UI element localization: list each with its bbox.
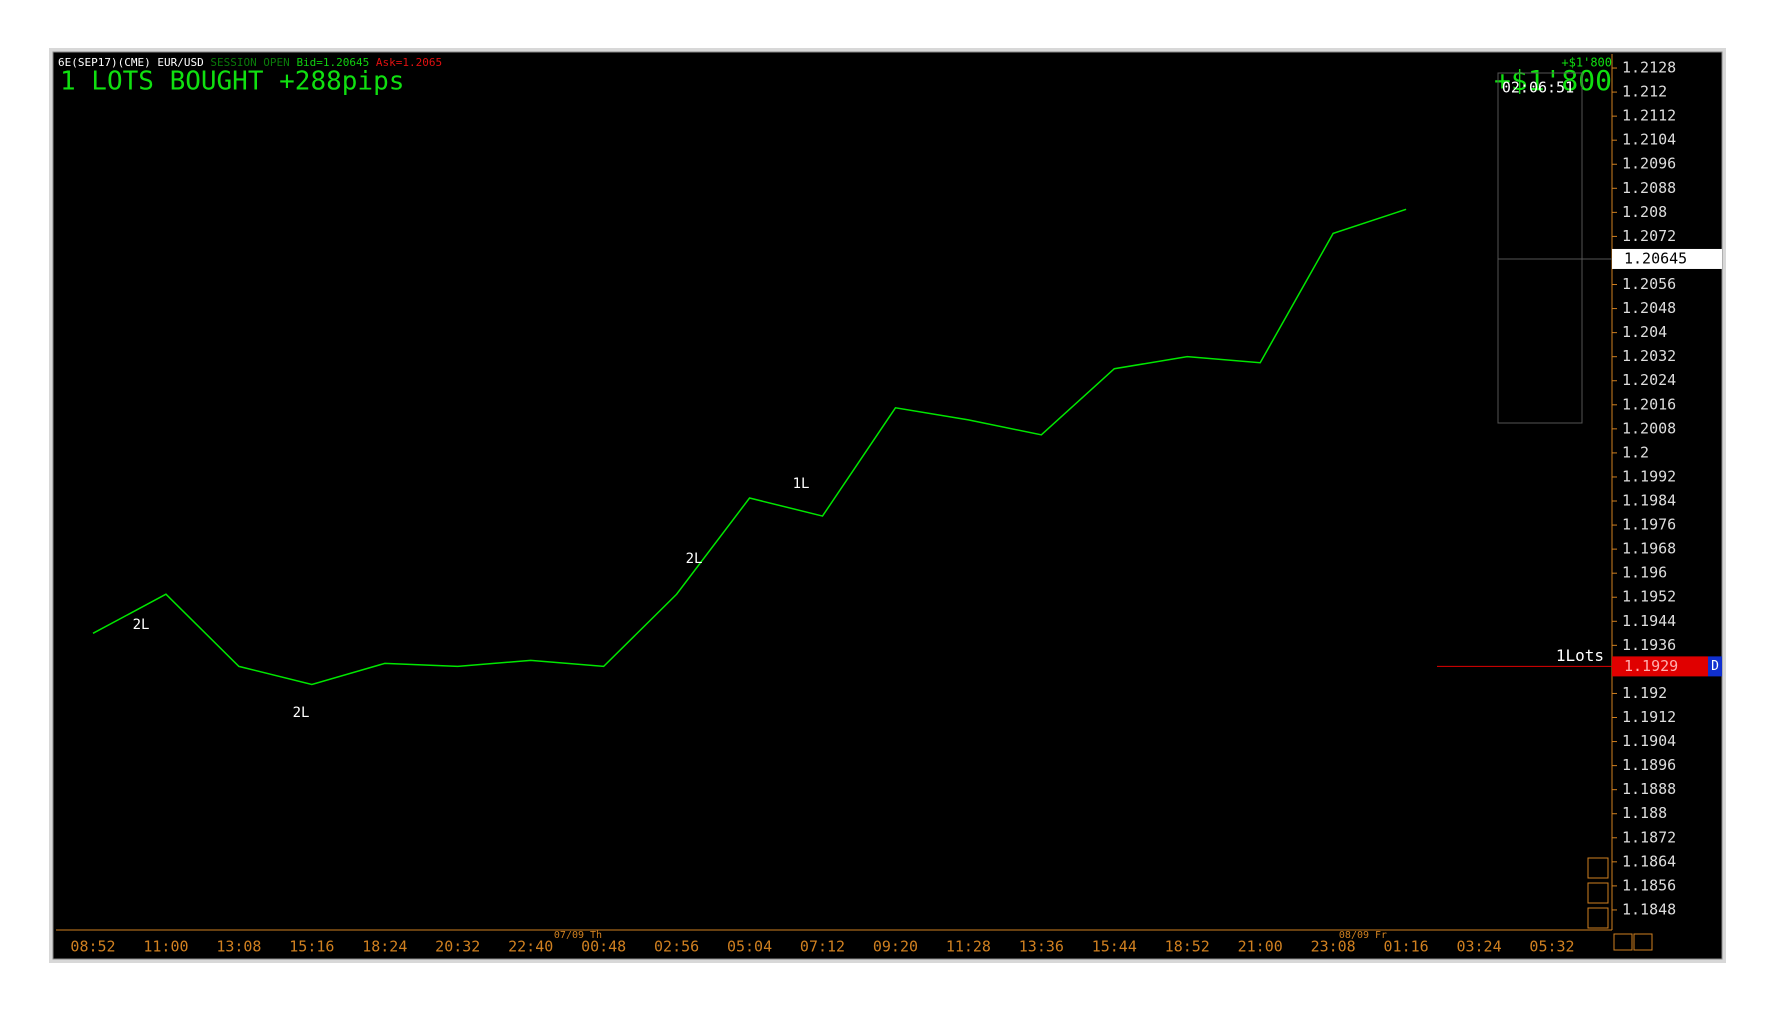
- position-price: 1.1929: [1624, 657, 1678, 675]
- y-tick-label: 1.1888: [1622, 780, 1676, 798]
- y-tick-label: 1.212: [1622, 83, 1667, 101]
- countdown: 02:06:51: [1502, 79, 1574, 97]
- y-tick-label: 1.1968: [1622, 540, 1676, 558]
- y-tick-label: 1.2072: [1622, 227, 1676, 245]
- y-tick-label: 1.204: [1622, 323, 1667, 341]
- y-tick-label: 1.1864: [1622, 852, 1676, 870]
- y-tick-label: 1.1856: [1622, 876, 1676, 894]
- trade-marker: 2L: [293, 705, 310, 721]
- trade-marker: 2L: [686, 551, 703, 567]
- y-tick-label: 1.1872: [1622, 828, 1676, 846]
- icon[interactable]: [1587, 882, 1609, 904]
- session-state: SESSION OPEN: [210, 56, 289, 69]
- chart-background: [52, 51, 1723, 960]
- y-tick-label: 1.2096: [1622, 155, 1676, 173]
- instrument: 6E(SEP17)(CME) EUR/USD: [58, 56, 204, 69]
- scroll-left[interactable]: [1613, 933, 1633, 951]
- x-tick-label: 22:40: [508, 938, 553, 956]
- header-line: 6E(SEP17)(CME) EUR/USD SESSION OPEN Bid=…: [58, 56, 442, 69]
- x-tick-label: 13:36: [1019, 938, 1064, 956]
- y-tick-label: 1.208: [1622, 203, 1667, 221]
- pnl-small: +$1'800: [1561, 56, 1612, 70]
- x-tick-label: 23:08: [1311, 938, 1356, 956]
- y-tick-label: 1.2016: [1622, 395, 1676, 413]
- y-tick-label: 1.1848: [1622, 900, 1676, 918]
- x-tick-label: 05:32: [1529, 938, 1574, 956]
- toolbar-icons: [1587, 857, 1653, 951]
- y-tick-label: 1.2: [1622, 443, 1649, 461]
- x-tick-label: 15:16: [289, 938, 334, 956]
- x-tick-label: 18:24: [362, 938, 407, 956]
- y-tick-label: 1.1936: [1622, 636, 1676, 654]
- x-tick-label: 01:16: [1384, 938, 1429, 956]
- ask: Ask=1.2065: [376, 56, 442, 69]
- y-tick-label: 1.1992: [1622, 467, 1676, 485]
- x-tick-label: 15:44: [1092, 938, 1137, 956]
- pnl-large: +$1'800: [1494, 64, 1612, 97]
- x-tick-label: 03:24: [1456, 938, 1501, 956]
- trade-marker: 2L: [133, 617, 150, 633]
- x-tick-label: 21:00: [1238, 938, 1283, 956]
- current-price-box: [1612, 248, 1722, 269]
- position-label: 1Lots: [1556, 646, 1604, 665]
- x-tick-label: 11:00: [143, 938, 188, 956]
- x-tick-label: 13:08: [216, 938, 261, 956]
- x-tick-label: 00:48: [581, 938, 626, 956]
- y-tick-label: 1.1984: [1622, 492, 1676, 510]
- y-tick-label: 1.2104: [1622, 131, 1676, 149]
- date-label: 07/09 Th: [554, 930, 602, 941]
- y-tick-label: 1.1896: [1622, 756, 1676, 774]
- position-flag: D: [1711, 659, 1719, 674]
- date-label: 08/09 Fr: [1339, 930, 1387, 941]
- y-tick-label: 1.2128: [1622, 59, 1676, 77]
- y-tick-label: 1.192: [1622, 684, 1667, 702]
- y-tick-label: 1.2032: [1622, 347, 1676, 365]
- x-tick-label: 08:52: [70, 938, 115, 956]
- current-price-label: 1.20645: [1624, 249, 1687, 267]
- position-box: [1612, 656, 1708, 677]
- y-tick-label: 1.188: [1622, 804, 1667, 822]
- x-tick-label: 09:20: [873, 938, 918, 956]
- status-text: 1 LOTS BOUGHT +288pips: [60, 67, 404, 97]
- x-tick-label: 18:52: [1165, 938, 1210, 956]
- x-tick-label: 07:12: [800, 938, 845, 956]
- y-tick-label: 1.2112: [1622, 107, 1676, 125]
- y-tick-label: 1.1976: [1622, 516, 1676, 534]
- y-tick-label: 1.1952: [1622, 588, 1676, 606]
- y-tick-label: 1.1904: [1622, 732, 1676, 750]
- scroll-right[interactable]: [1633, 933, 1653, 951]
- y-tick-label: 1.2088: [1622, 179, 1676, 197]
- y-tick-label: 1.1912: [1622, 708, 1676, 726]
- y-tick-label: 1.2056: [1622, 275, 1676, 293]
- y-tick-label: 1.196: [1622, 564, 1667, 582]
- y-tick-label: 1.1944: [1622, 612, 1676, 630]
- x-tick-label: 11:28: [946, 938, 991, 956]
- profile-box: [1497, 72, 1583, 424]
- bid: Bid=1.20645: [296, 56, 369, 69]
- icon[interactable]: [1587, 907, 1609, 929]
- trade-marker: 1L: [793, 476, 810, 492]
- position-flag-box: [1708, 656, 1722, 677]
- x-tick-label: 05:04: [727, 938, 772, 956]
- y-tick-label: 1.2008: [1622, 419, 1676, 437]
- x-tick-label: 02:56: [654, 938, 699, 956]
- y-tick-label: 1.2024: [1622, 371, 1676, 389]
- x-tick-label: 20:32: [435, 938, 480, 956]
- icon[interactable]: [1587, 857, 1609, 879]
- y-tick-label: 1.2048: [1622, 299, 1676, 317]
- price-line: [92, 208, 1407, 686]
